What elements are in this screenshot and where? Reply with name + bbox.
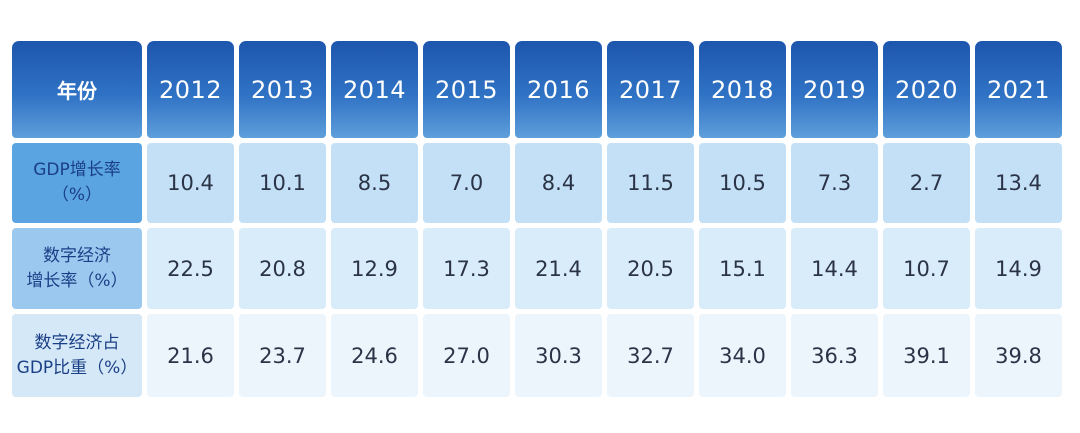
row-label-2: 数字经济 增长率（%）	[12, 228, 142, 309]
value-cell-r2-2018: 15.1	[699, 228, 786, 309]
row-label-1: GDP增长率 （%）	[12, 143, 142, 223]
value-cell-r2-2020: 10.7	[883, 228, 970, 309]
data-table: 年份 2012 2013 2014 2015 2016 2017 2018 2019 2020 20…	[12, 41, 1074, 403]
year-header-2021: 2021	[975, 41, 1062, 138]
value-cell-r1-2017: 11.5	[607, 143, 694, 223]
year-header-2018: 2018	[699, 41, 786, 138]
value-cell-r2-2016: 21.4	[515, 228, 602, 309]
value-cell-r2-2015: 17.3	[423, 228, 510, 309]
value-cell-r1-2021: 13.4	[975, 143, 1062, 223]
value-cell-r3-2021: 39.8	[975, 314, 1062, 397]
row-label-3: 数字经济占 GDP比重（%）	[12, 314, 142, 397]
value-cell-r1-2014: 8.5	[331, 143, 418, 223]
year-header-2016: 2016	[515, 41, 602, 138]
value-cell-r1-2018: 10.5	[699, 143, 786, 223]
year-header-2015: 2015	[423, 41, 510, 138]
value-cell-r1-2013: 10.1	[239, 143, 326, 223]
value-cell-r3-2013: 23.7	[239, 314, 326, 397]
value-cell-r1-2012: 10.4	[147, 143, 234, 223]
value-cell-r2-2021: 14.9	[975, 228, 1062, 309]
value-cell-r1-2020: 2.7	[883, 143, 970, 223]
value-cell-r1-2019: 7.3	[791, 143, 878, 223]
header-label-cell: 年份	[12, 41, 142, 138]
value-cell-r2-2012: 22.5	[147, 228, 234, 309]
value-cell-r3-2020: 39.1	[883, 314, 970, 397]
value-cell-r1-2016: 8.4	[515, 143, 602, 223]
value-cell-r3-2018: 34.0	[699, 314, 786, 397]
year-header-2019: 2019	[791, 41, 878, 138]
value-cell-r1-2015: 7.0	[423, 143, 510, 223]
value-cell-r3-2016: 30.3	[515, 314, 602, 397]
value-cell-r3-2015: 27.0	[423, 314, 510, 397]
value-cell-r2-2014: 12.9	[331, 228, 418, 309]
value-cell-r3-2017: 32.7	[607, 314, 694, 397]
year-header-2012: 2012	[147, 41, 234, 138]
value-cell-r2-2017: 20.5	[607, 228, 694, 309]
year-header-2017: 2017	[607, 41, 694, 138]
value-cell-r3-2014: 24.6	[331, 314, 418, 397]
value-cell-r3-2012: 21.6	[147, 314, 234, 397]
value-cell-r3-2019: 36.3	[791, 314, 878, 397]
year-header-2014: 2014	[331, 41, 418, 138]
year-header-2013: 2013	[239, 41, 326, 138]
year-header-2020: 2020	[883, 41, 970, 138]
value-cell-r2-2019: 14.4	[791, 228, 878, 309]
value-cell-r2-2013: 20.8	[239, 228, 326, 309]
